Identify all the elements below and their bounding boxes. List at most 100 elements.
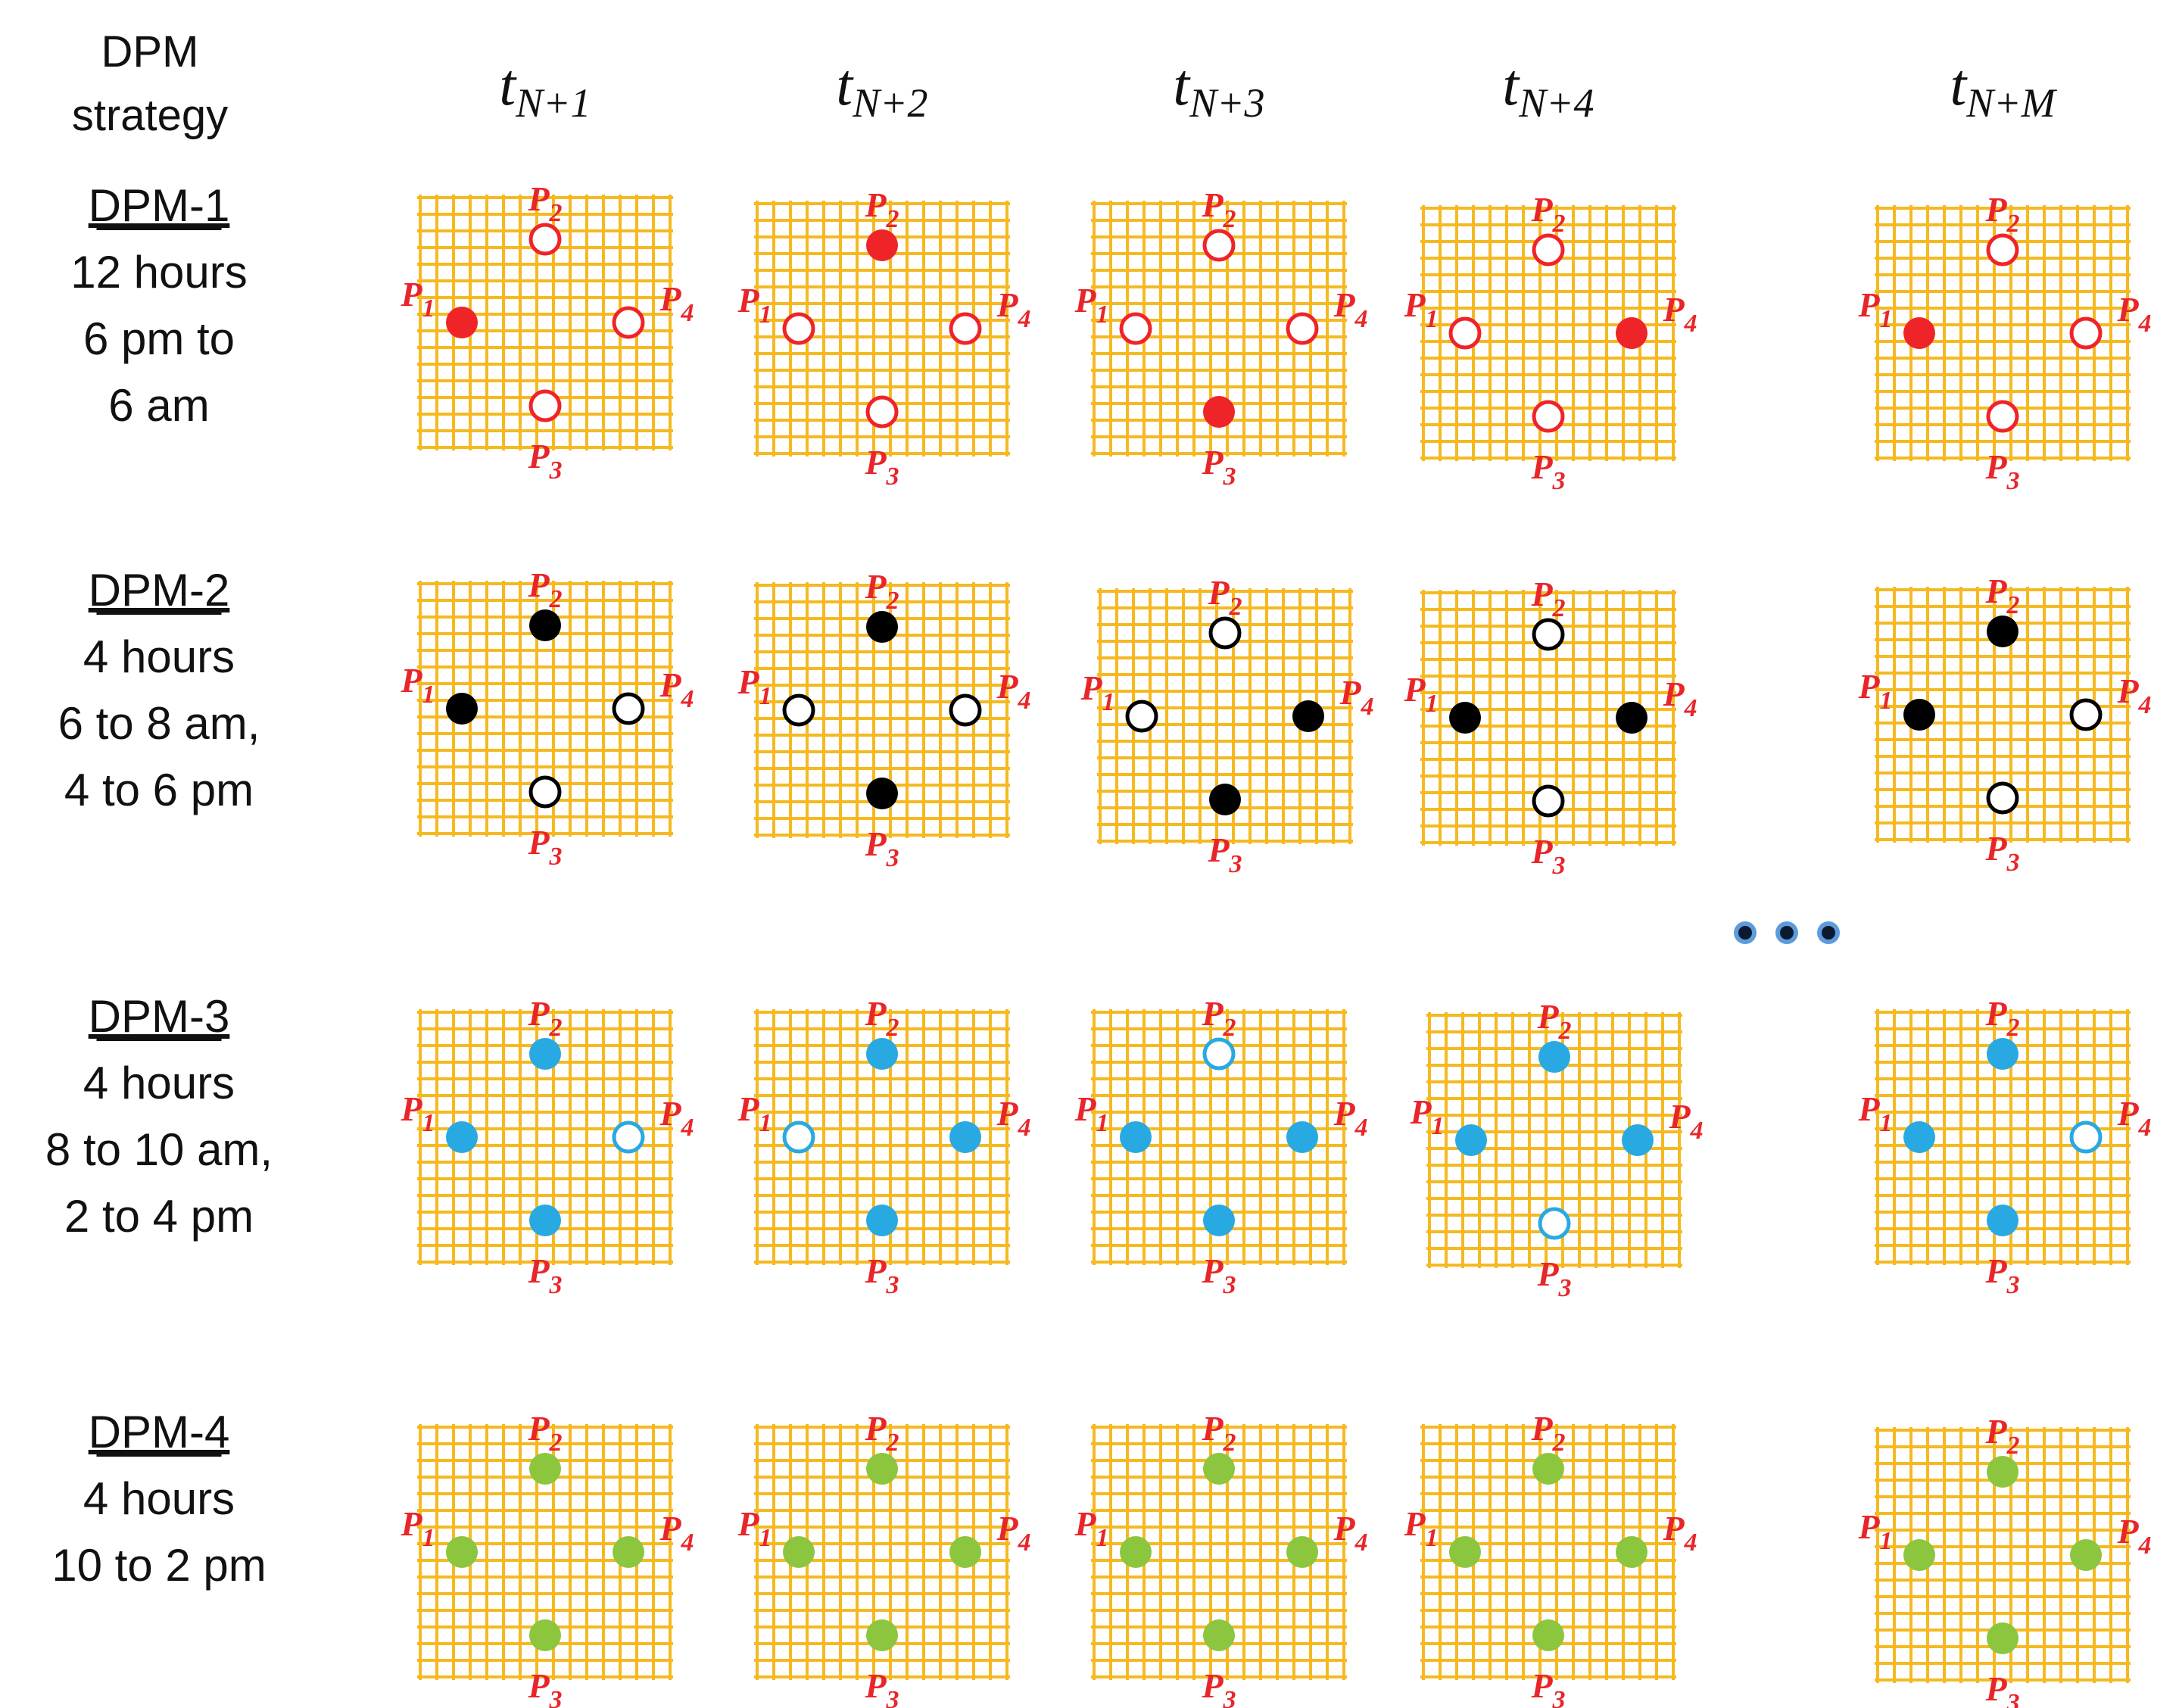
sensor-point-p4-active [1622, 1124, 1654, 1156]
sensor-point-p1-inactive [782, 693, 815, 727]
strategy-detail-line: 4 hours [83, 631, 235, 682]
sensor-point-p3-active [1209, 784, 1241, 815]
point-label-subscript: 2 [1229, 593, 1242, 621]
point-label-p4: P4 [1662, 1509, 1697, 1557]
point-label-subscript: 3 [1552, 1686, 1566, 1708]
point-label-p3: P3 [1207, 831, 1242, 878]
point-label-p2: P2 [527, 994, 562, 1042]
point-label-p2: P2 [1984, 994, 2019, 1042]
point-label-subscript: 2 [549, 1014, 563, 1042]
point-label-subscript: 4 [1684, 1529, 1697, 1557]
strategy-name-2: DPM-2 [89, 565, 230, 616]
strategy-detail-line: 4 hours [83, 1058, 235, 1108]
sensor-point-p2-active [866, 229, 898, 261]
point-label-letter: P [1339, 673, 1361, 712]
point-label-p3: P3 [1984, 447, 2019, 495]
sensor-point-p4-inactive [612, 692, 645, 725]
point-label-letter: P [1403, 670, 1426, 709]
point-label-subscript: 1 [1096, 1109, 1109, 1137]
point-label-subscript: 3 [2006, 849, 2020, 877]
point-label-p2: P2 [864, 1409, 899, 1457]
point-label-letter: P [2116, 290, 2139, 329]
point-label-p3: P3 [1201, 443, 1236, 491]
sensor-point-p3-inactive [528, 775, 562, 809]
point-label-letter: P [1074, 1089, 1096, 1128]
point-label-subscript: 1 [1880, 1527, 1893, 1555]
point-label-p4: P4 [2116, 1094, 2151, 1142]
sensor-point-p4-inactive [612, 306, 645, 339]
point-label-subscript: 3 [549, 1271, 563, 1299]
continuation-ellipsis: ... [1734, 921, 1840, 944]
point-label-subscript: 4 [2138, 310, 2152, 338]
point-label-letter: P [1536, 1255, 1559, 1293]
sensor-point-p2-inactive [528, 223, 562, 256]
strategy-header-line1: DPM [101, 27, 199, 76]
time-step-symbol: t [499, 51, 517, 117]
sensor-point-p3-active [1203, 1619, 1235, 1651]
point-label-p1: P1 [1403, 670, 1438, 718]
time-step-symbol: t [1502, 51, 1520, 117]
time-step-symbol: t [1950, 51, 1968, 117]
point-label-letter: P [1201, 1666, 1224, 1705]
point-label-subscript: 4 [1354, 1529, 1368, 1557]
point-label-letter: P [527, 437, 550, 475]
point-label-p2: P2 [1530, 575, 1565, 622]
point-label-letter: P [1536, 997, 1559, 1036]
point-label-p4: P4 [996, 667, 1030, 715]
point-label-letter: P [1530, 447, 1553, 486]
point-label-subscript: 2 [2006, 210, 2020, 238]
sensor-point-p1-active [1903, 1539, 1935, 1571]
point-label-letter: P [1333, 1509, 1355, 1547]
time-step-subscript: N+1 [515, 80, 591, 126]
point-label-p4: P4 [1333, 1509, 1367, 1557]
sensor-point-p3-active [866, 1619, 898, 1651]
point-label-subscript: 1 [1102, 688, 1115, 716]
point-label-letter: P [864, 824, 887, 863]
point-label-subscript: 4 [1018, 1529, 1031, 1557]
point-label-p4: P4 [996, 1094, 1030, 1142]
point-label-p1: P1 [1857, 1089, 1892, 1137]
sensor-point-p3-active [1987, 1205, 2018, 1236]
point-label-p1: P1 [737, 662, 772, 710]
point-label-p1: P1 [1074, 1089, 1108, 1137]
point-label-subscript: 2 [1558, 1017, 1572, 1045]
sensor-point-p4-inactive [2069, 698, 2103, 731]
sensor-point-p2-active [1203, 1453, 1235, 1485]
point-label-letter: P [1857, 1089, 1880, 1128]
point-label-letter: P [864, 1251, 887, 1290]
point-label-p2: P2 [1984, 190, 2019, 238]
point-label-subscript: 1 [1880, 687, 1893, 715]
sensor-point-p3-active [1203, 1205, 1235, 1236]
point-label-letter: P [737, 1504, 759, 1543]
point-label-subscript: 4 [1018, 1114, 1031, 1142]
point-label-subscript: 3 [549, 843, 563, 871]
strategy-detail-line: 6 am [108, 380, 209, 431]
point-label-subscript: 1 [1880, 305, 1893, 333]
sensor-point-p2-active [529, 1453, 561, 1485]
time-step-subscript: N+3 [1189, 80, 1264, 126]
time-step-symbol: t [1173, 51, 1191, 117]
sensor-point-p2-active [1987, 1038, 2018, 1070]
point-label-subscript: 4 [681, 1114, 694, 1142]
point-label-p2: P2 [1201, 994, 1236, 1042]
point-label-subscript: 4 [1018, 305, 1031, 333]
point-label-letter: P [1857, 667, 1880, 706]
point-label-subscript: 4 [1690, 1117, 1704, 1145]
point-label-letter: P [1080, 669, 1102, 707]
time-step-header-3: tN+3 [1173, 51, 1264, 126]
point-label-p3: P3 [864, 824, 899, 872]
point-label-letter: P [1668, 1097, 1691, 1136]
point-label-letter: P [1984, 994, 2007, 1033]
point-label-p1: P1 [1074, 1504, 1108, 1552]
point-label-p1: P1 [1403, 1504, 1438, 1552]
point-label-p3: P3 [1984, 1669, 2019, 1708]
point-label-p4: P4 [996, 285, 1030, 333]
